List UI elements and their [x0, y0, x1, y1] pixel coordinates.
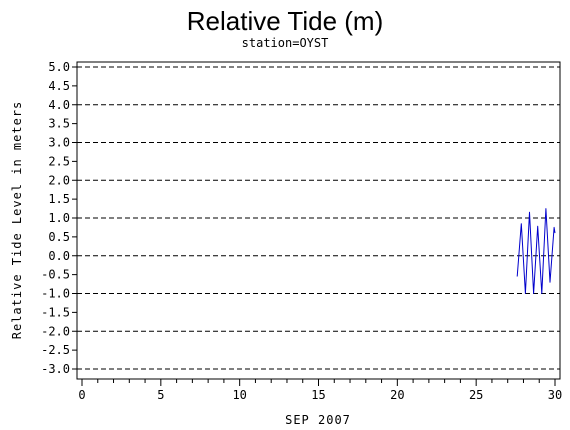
x-axis-label: SEP 2007: [285, 413, 351, 427]
x-tick-label: 0: [78, 388, 85, 402]
y-tick-label: 2.5: [48, 154, 70, 168]
x-axis: 0 5 10 15 20 25 30: [78, 379, 562, 402]
chart-subtitle: station=OYST: [242, 36, 329, 50]
y-tick-label: 2.0: [48, 173, 70, 187]
y-tick-label: -2.5: [41, 343, 70, 357]
y-tick-label: 3.0: [48, 136, 70, 150]
y-tick-label: -1.0: [41, 287, 70, 301]
y-axis-label: Relative Tide Level in meters: [10, 101, 24, 340]
gridlines: [77, 66, 560, 370]
y-tick-label: -2.0: [41, 324, 70, 338]
x-tick-label: 5: [157, 388, 164, 402]
y-tick-label: 1.0: [48, 211, 70, 225]
y-tick-label: -1.5: [41, 305, 70, 319]
y-axis: -3.0 -2.5 -2.0 -1.5 -1.0 -0.5 0.0 0.5 1.0 1.5 2.0 2…: [41, 60, 77, 376]
y-tick-label: -0.5: [41, 268, 70, 282]
y-tick-label: 3.5: [48, 117, 70, 131]
y-tick-label: -3.0: [41, 362, 70, 376]
x-tick-label: 20: [390, 388, 404, 402]
y-tick-label: 5.0: [48, 60, 70, 74]
tide-series-line: [516, 208, 556, 294]
y-tick-label: 4.5: [48, 79, 70, 93]
y-tick-label: 4.0: [48, 98, 70, 112]
chart-title: Relative Tide (m): [187, 6, 384, 36]
y-tick-label: 0.0: [48, 249, 70, 263]
y-tick-label: 1.5: [48, 192, 70, 206]
x-tick-label: 25: [469, 388, 483, 402]
x-tick-label: 10: [232, 388, 246, 402]
series-layer: [516, 208, 556, 294]
y-tick-label: 0.5: [48, 230, 70, 244]
x-tick-label: 15: [311, 388, 325, 402]
x-tick-label: 30: [548, 388, 562, 402]
